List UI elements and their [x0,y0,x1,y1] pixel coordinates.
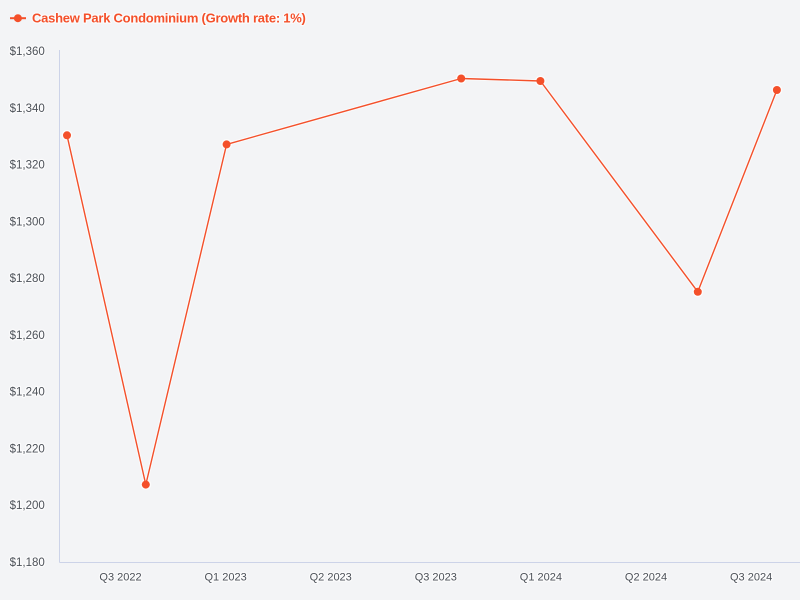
svg-text:Cashew Park Condominium (Growt: Cashew Park Condominium (Growth rate: 1%… [32,11,306,26]
svg-text:Q3 2022: Q3 2022 [99,572,141,584]
svg-text:$1,200: $1,200 [10,500,45,512]
svg-text:Q3 2023: Q3 2023 [415,572,457,584]
svg-text:$1,260: $1,260 [10,330,45,342]
svg-text:$1,220: $1,220 [10,443,45,455]
svg-text:$1,300: $1,300 [10,216,45,228]
svg-text:Q3 2024: Q3 2024 [730,572,772,584]
svg-text:$1,240: $1,240 [10,387,45,399]
svg-text:$1,180: $1,180 [10,557,45,569]
svg-text:Q1 2023: Q1 2023 [204,572,246,584]
svg-text:Q2 2024: Q2 2024 [625,572,667,584]
svg-text:$1,280: $1,280 [10,273,45,285]
svg-text:$1,340: $1,340 [10,103,45,115]
svg-text:Q2 2023: Q2 2023 [310,572,352,584]
svg-text:$1,320: $1,320 [10,160,45,172]
svg-text:Q1 2024: Q1 2024 [520,572,562,584]
svg-text:$1,360: $1,360 [10,46,45,58]
